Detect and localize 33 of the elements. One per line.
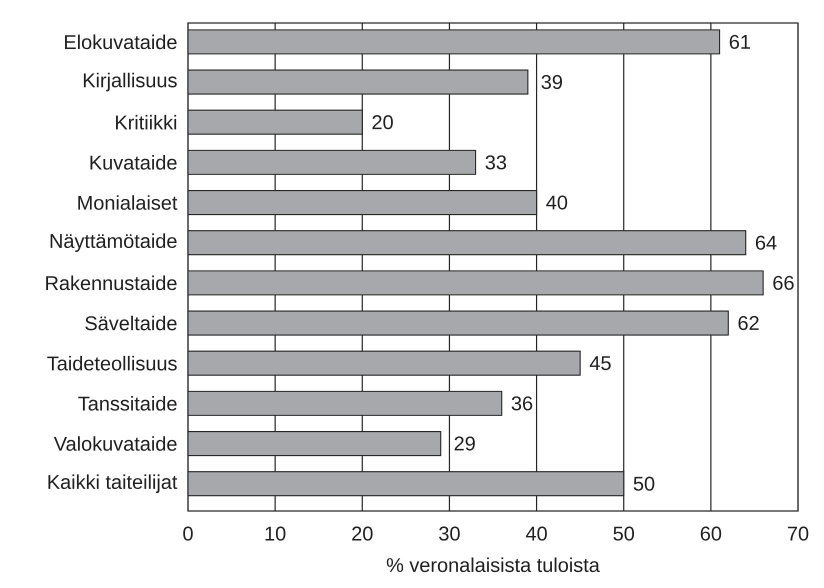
y-tick-label: Taideteollisuus [47, 356, 177, 371]
x-tick-label: 20 [352, 526, 373, 541]
y-tick-label: Tanssitaide [78, 396, 177, 411]
data-label: 50 [634, 476, 654, 491]
y-tick-label: Säveltaide [85, 316, 177, 330]
x-tick-label: 30 [439, 526, 460, 541]
x-tick-label: 50 [613, 526, 634, 541]
x-tick-label: 60 [700, 526, 722, 541]
data-label: 33 [486, 155, 506, 170]
y-tick-label: Kaikki taiteilijat [48, 474, 178, 493]
y-tick-label: Elokuvataide [65, 34, 177, 50]
x-tick-label: 70 [788, 526, 808, 541]
y-tick-label: Kritiikki [116, 114, 176, 130]
data-label: 39 [542, 74, 562, 90]
data-label: 36 [512, 396, 532, 410]
data-label: 29 [454, 436, 475, 451]
x-axis-title: % veronalaisista tuloista [386, 557, 600, 572]
x-tick-label: 40 [526, 526, 547, 541]
y-tick-label: Kuvataide [90, 155, 177, 170]
data-label: 20 [372, 115, 393, 130]
y-tick-label: Kirjallisuus [84, 72, 177, 92]
data-label: 40 [546, 195, 568, 210]
data-label: 62 [738, 316, 759, 330]
data-label: 61 [730, 34, 750, 49]
x-tick-label: 10 [266, 526, 286, 541]
data-label: 64 [756, 236, 776, 250]
y-tick-label: Näyttämötaide [50, 233, 177, 252]
data-label: 45 [590, 356, 611, 370]
data-label: 66 [773, 276, 794, 290]
x-tick-label: 0 [183, 526, 193, 541]
y-tick-label: Monialaiset [78, 195, 178, 210]
y-tick-label: Rakennustaide [46, 276, 177, 290]
y-tick-label: Valokuvataide [54, 436, 177, 451]
